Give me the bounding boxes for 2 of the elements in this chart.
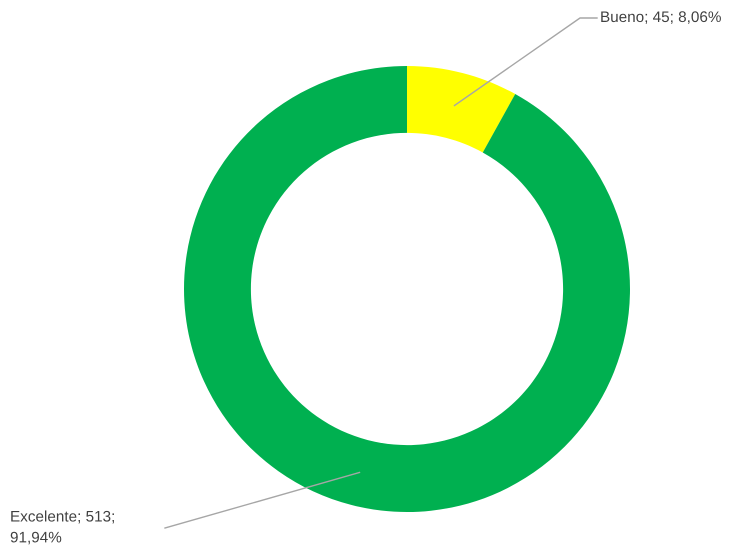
slice-label: Excelente; 513; 91,94%: [10, 510, 114, 544]
slice-label: Bueno; 45; 8,06%: [601, 11, 721, 24]
